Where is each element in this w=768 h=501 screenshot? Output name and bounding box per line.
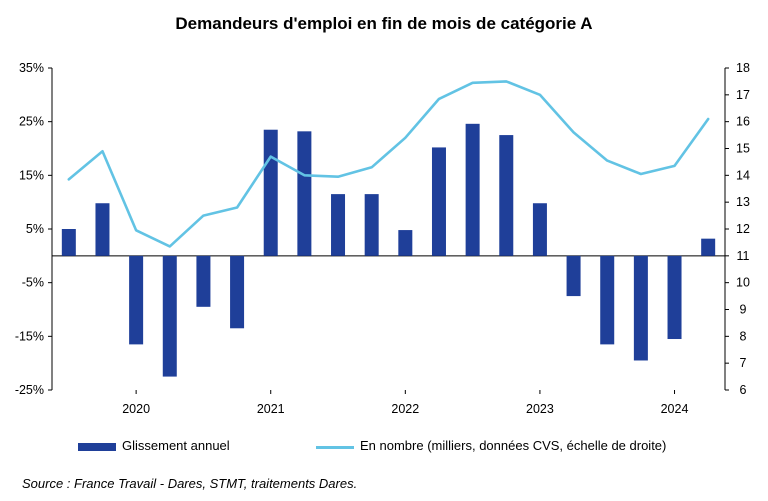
x-axis: 2020 2021 2022 2023 2024 (122, 390, 688, 416)
left-tick-label: 35% (19, 61, 44, 75)
x-tick-label: 2024 (661, 402, 689, 416)
right-tick-label: 9 (740, 303, 747, 317)
bar (129, 255, 144, 345)
bar (95, 203, 110, 256)
bar (162, 255, 177, 377)
source-note: Source : France Travail - Dares, STMT, t… (22, 476, 358, 491)
right-tick-label: 11 (737, 249, 750, 263)
bar (61, 229, 76, 256)
bar (633, 255, 648, 361)
legend-line-label: En nombre (milliers, données CVS, échell… (360, 438, 667, 453)
chart-title: Demandeurs d'emploi en fin de mois de ca… (175, 14, 593, 33)
bar (499, 135, 514, 256)
right-tick-label: 17 (736, 88, 750, 102)
left-tick-label: 5% (26, 222, 44, 236)
x-tick-label: 2021 (257, 402, 285, 416)
left-tick-label: 15% (19, 168, 44, 182)
right-tick-label: 6 (740, 383, 747, 397)
bar (196, 255, 211, 307)
left-axis: -25% -15% -5% 5% 15% 25% 35% (15, 61, 52, 397)
bar (398, 230, 413, 256)
bar (600, 255, 615, 345)
legend-bar-swatch (78, 443, 116, 451)
right-tick-label: 18 (736, 61, 750, 75)
right-tick-label: 13 (736, 195, 750, 209)
right-tick-label: 12 (736, 222, 750, 236)
bar (532, 203, 547, 256)
right-tick-label: 16 (736, 115, 750, 129)
x-tick-label: 2020 (122, 402, 150, 416)
right-axis: 6 7 8 9 10 11 12 13 14 15 16 17 18 (725, 61, 750, 397)
x-tick-label: 2023 (526, 402, 554, 416)
bar (465, 123, 480, 256)
right-tick-label: 8 (740, 329, 747, 343)
bar (431, 147, 446, 256)
left-tick-label: 25% (19, 115, 44, 129)
legend-bar-label: Glissement annuel (122, 438, 230, 453)
right-tick-label: 14 (736, 168, 750, 182)
x-tick-label: 2022 (391, 402, 419, 416)
bar (364, 194, 379, 256)
bar (331, 194, 346, 256)
bar (230, 255, 245, 329)
bar (566, 255, 581, 297)
right-tick-label: 10 (736, 276, 750, 290)
line-series (67, 80, 710, 248)
bar (667, 255, 682, 340)
right-tick-label: 7 (740, 356, 747, 370)
bar-series (61, 123, 716, 377)
bar (297, 131, 312, 256)
line-path (67, 80, 710, 248)
bar (701, 238, 716, 256)
left-tick-label: -25% (15, 383, 44, 397)
plot-frame (51, 68, 726, 390)
left-tick-label: -5% (22, 276, 44, 290)
legend-line-swatch (316, 446, 354, 449)
right-tick-label: 15 (736, 142, 750, 156)
bar (263, 129, 278, 256)
left-tick-label: -15% (15, 329, 44, 343)
